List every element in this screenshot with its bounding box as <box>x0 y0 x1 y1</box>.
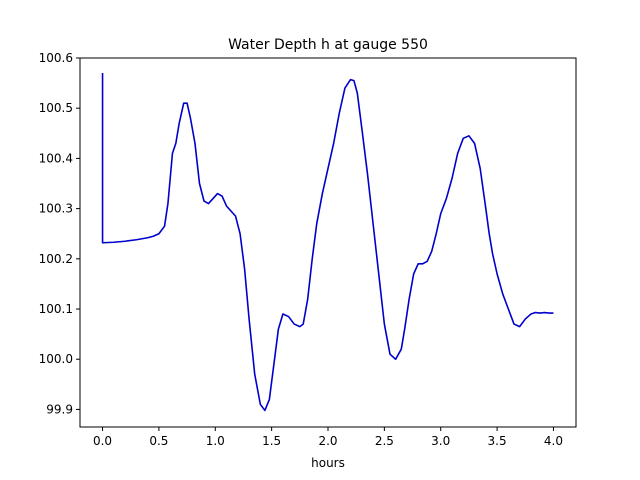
x-tick-label: 1.5 <box>262 434 281 448</box>
x-tick-label: 2.0 <box>318 434 337 448</box>
series-line-0 <box>101 73 554 412</box>
y-tick-label: 100.4 <box>39 151 73 165</box>
y-tick-label: 100.0 <box>39 352 73 366</box>
x-tick-label: 4.0 <box>544 434 563 448</box>
series-layer <box>101 73 554 412</box>
y-axis: 99.9 100.0 100.1 100.2 100.3 100.4 100.5 100.6 <box>39 51 80 416</box>
y-tick-label: 100.5 <box>39 101 73 115</box>
x-tick-label: 0.0 <box>93 434 112 448</box>
y-tick-label: 100.3 <box>39 202 73 216</box>
y-tick-label: 100.1 <box>39 302 73 316</box>
y-tick-label: 100.2 <box>39 252 73 266</box>
x-tick-label: 2.5 <box>375 434 394 448</box>
chart-title: Water Depth h at gauge 550 <box>228 37 428 53</box>
x-tick-label: 3.0 <box>431 434 450 448</box>
x-axis-label: hours <box>311 456 345 470</box>
y-tick-label: 99.9 <box>46 402 73 416</box>
y-tick-label: 100.6 <box>39 51 73 65</box>
x-tick-label: 0.5 <box>149 434 168 448</box>
x-axis: 0.0 0.5 1.0 1.5 2.0 2.5 3.0 3.5 4.0 <box>93 427 563 448</box>
x-tick-label: 3.5 <box>488 434 507 448</box>
x-tick-label: 1.0 <box>206 434 225 448</box>
